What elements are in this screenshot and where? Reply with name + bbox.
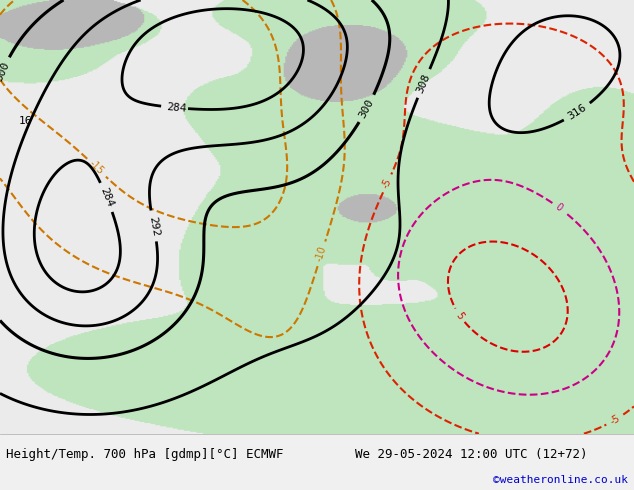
Text: 0: 0 [553, 202, 564, 214]
Text: 300: 300 [0, 60, 11, 82]
Text: 284: 284 [166, 102, 187, 114]
Text: -15: -15 [87, 159, 106, 177]
Text: 5: 5 [454, 310, 465, 321]
Text: ©weatheronline.co.uk: ©weatheronline.co.uk [493, 475, 628, 486]
Text: 308: 308 [415, 72, 432, 95]
Text: -10: -10 [314, 245, 328, 263]
Text: -5: -5 [608, 413, 622, 427]
Text: Height/Temp. 700 hPa [gdmp][°C] ECMWF: Height/Temp. 700 hPa [gdmp][°C] ECMWF [6, 448, 284, 461]
Text: -5: -5 [380, 177, 394, 190]
Text: 292: 292 [147, 215, 160, 237]
Text: We 29-05-2024 12:00 UTC (12+72): We 29-05-2024 12:00 UTC (12+72) [355, 448, 588, 461]
Text: 16: 16 [19, 117, 32, 126]
Text: 300: 300 [358, 98, 376, 120]
Text: 284: 284 [98, 186, 115, 209]
Text: 316: 316 [566, 102, 588, 122]
